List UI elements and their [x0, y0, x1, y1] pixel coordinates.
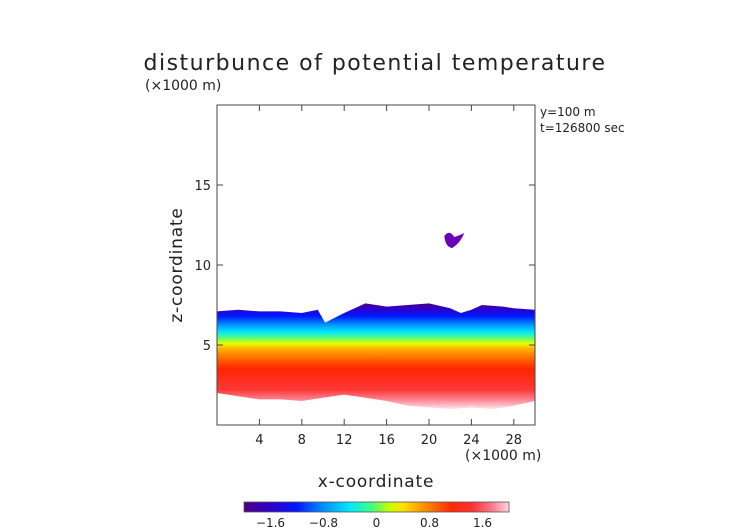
x-tick-label: 4 [255, 433, 263, 448]
x-tick-label: 20 [421, 433, 438, 448]
chart-title: disturbunce of potential temperature [144, 51, 607, 76]
colorbar-tick-label: 0.8 [420, 516, 439, 530]
x-tick-label: 24 [463, 433, 480, 448]
y-tick-label: 5 [203, 339, 211, 354]
colorbar-tick-label: 0 [373, 516, 381, 530]
colorbar-tick-label: −0.8 [309, 516, 338, 530]
cold-patch [444, 232, 465, 248]
y-axis-ticks: 5 10 15 [194, 179, 535, 354]
x-unit-label: (×1000 m) [465, 448, 541, 464]
temperature-field [217, 232, 535, 409]
colorbar-tick-label: 1.6 [473, 516, 492, 530]
colorbar-ticks: −1.6 −0.8 0 0.8 1.6 [256, 516, 492, 530]
x-tick-label: 16 [378, 433, 395, 448]
x-axis-ticks: 4 8 12 16 20 24 28 [255, 105, 522, 448]
x-axis-label: x-coordinate [318, 472, 434, 492]
y-unit-label: (×1000 m) [145, 78, 221, 94]
x-tick-label: 8 [298, 433, 306, 448]
plot-area [217, 232, 535, 409]
y-tick-label: 15 [194, 179, 211, 194]
annotation-y: y=100 m [540, 105, 596, 119]
x-tick-label: 28 [506, 433, 523, 448]
y-tick-label: 10 [194, 259, 211, 274]
y-axis-label: z-coordinate [167, 207, 187, 322]
annotation-time: t=126800 sec [540, 121, 625, 135]
x-tick-label: 12 [336, 433, 353, 448]
colorbar-tick-label: −1.6 [256, 516, 285, 530]
colorbar [243, 501, 510, 513]
temperature-layer [217, 303, 535, 409]
